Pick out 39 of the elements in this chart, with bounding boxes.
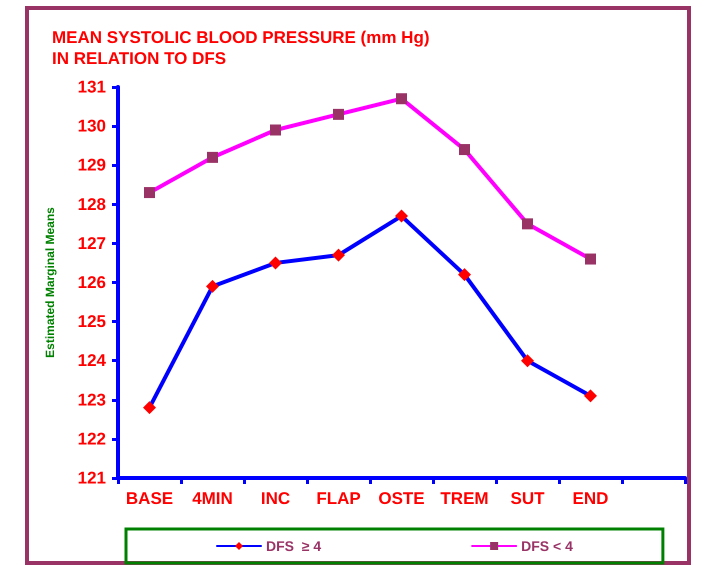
y-tick-label: 122	[78, 429, 106, 448]
x-tick-label: INC	[260, 489, 290, 508]
y-tick-label: 125	[78, 312, 106, 332]
y-tick-label: 126	[78, 273, 106, 292]
y-tick-label: 123	[78, 390, 106, 410]
y-tick-label: 127	[78, 234, 106, 253]
y-tick-label: 121	[78, 468, 106, 488]
point	[521, 354, 534, 368]
point	[332, 248, 345, 262]
x-tick-label: END	[572, 489, 608, 508]
point	[584, 389, 597, 402]
y-tick-label: 129	[78, 156, 106, 175]
y-tick-label: 128	[78, 194, 106, 214]
point	[270, 124, 281, 136]
y-tick-label: 130	[78, 116, 106, 136]
point	[459, 144, 470, 156]
point	[395, 210, 408, 223]
legend-label: DFS ≥ 4	[266, 538, 322, 554]
legend-label: DFS < 4	[521, 538, 574, 554]
x-tick-label: TREM	[440, 489, 489, 508]
x-tick-label: 4MIN	[192, 489, 233, 508]
y-tick-label: 131	[78, 78, 106, 96]
x-tick-label: OSTE	[378, 489, 425, 508]
point	[269, 256, 282, 270]
point	[143, 401, 156, 414]
chart-title: MEAN SYSTOLIC BLOOD PRESSURE (mm Hg) IN RELATION TO DFS	[52, 28, 430, 68]
point	[207, 152, 218, 163]
point	[458, 268, 471, 282]
point	[396, 93, 407, 104]
y-axis-title: Estimated Marginal Means	[43, 206, 57, 358]
point	[522, 218, 533, 230]
x-tick-label: FLAP	[316, 489, 361, 508]
point	[333, 108, 344, 120]
point	[585, 254, 596, 265]
point	[144, 187, 155, 198]
point	[206, 280, 219, 293]
x-tick-label: BASE	[126, 489, 174, 508]
x-tick-label: SUT	[510, 489, 546, 508]
y-tick-label: 124	[78, 351, 107, 370]
